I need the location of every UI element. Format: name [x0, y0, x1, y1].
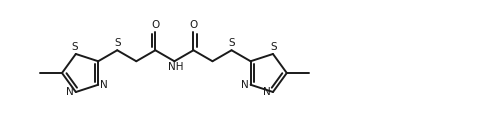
Text: N: N — [263, 87, 271, 97]
Text: S: S — [270, 42, 277, 52]
Text: S: S — [114, 38, 121, 48]
Text: N: N — [66, 87, 74, 97]
Text: O: O — [151, 20, 159, 29]
Text: N: N — [241, 80, 248, 90]
Text: NH: NH — [168, 62, 183, 72]
Text: S: S — [72, 42, 78, 52]
Text: S: S — [228, 38, 235, 48]
Text: N: N — [100, 80, 108, 90]
Text: O: O — [189, 20, 197, 29]
